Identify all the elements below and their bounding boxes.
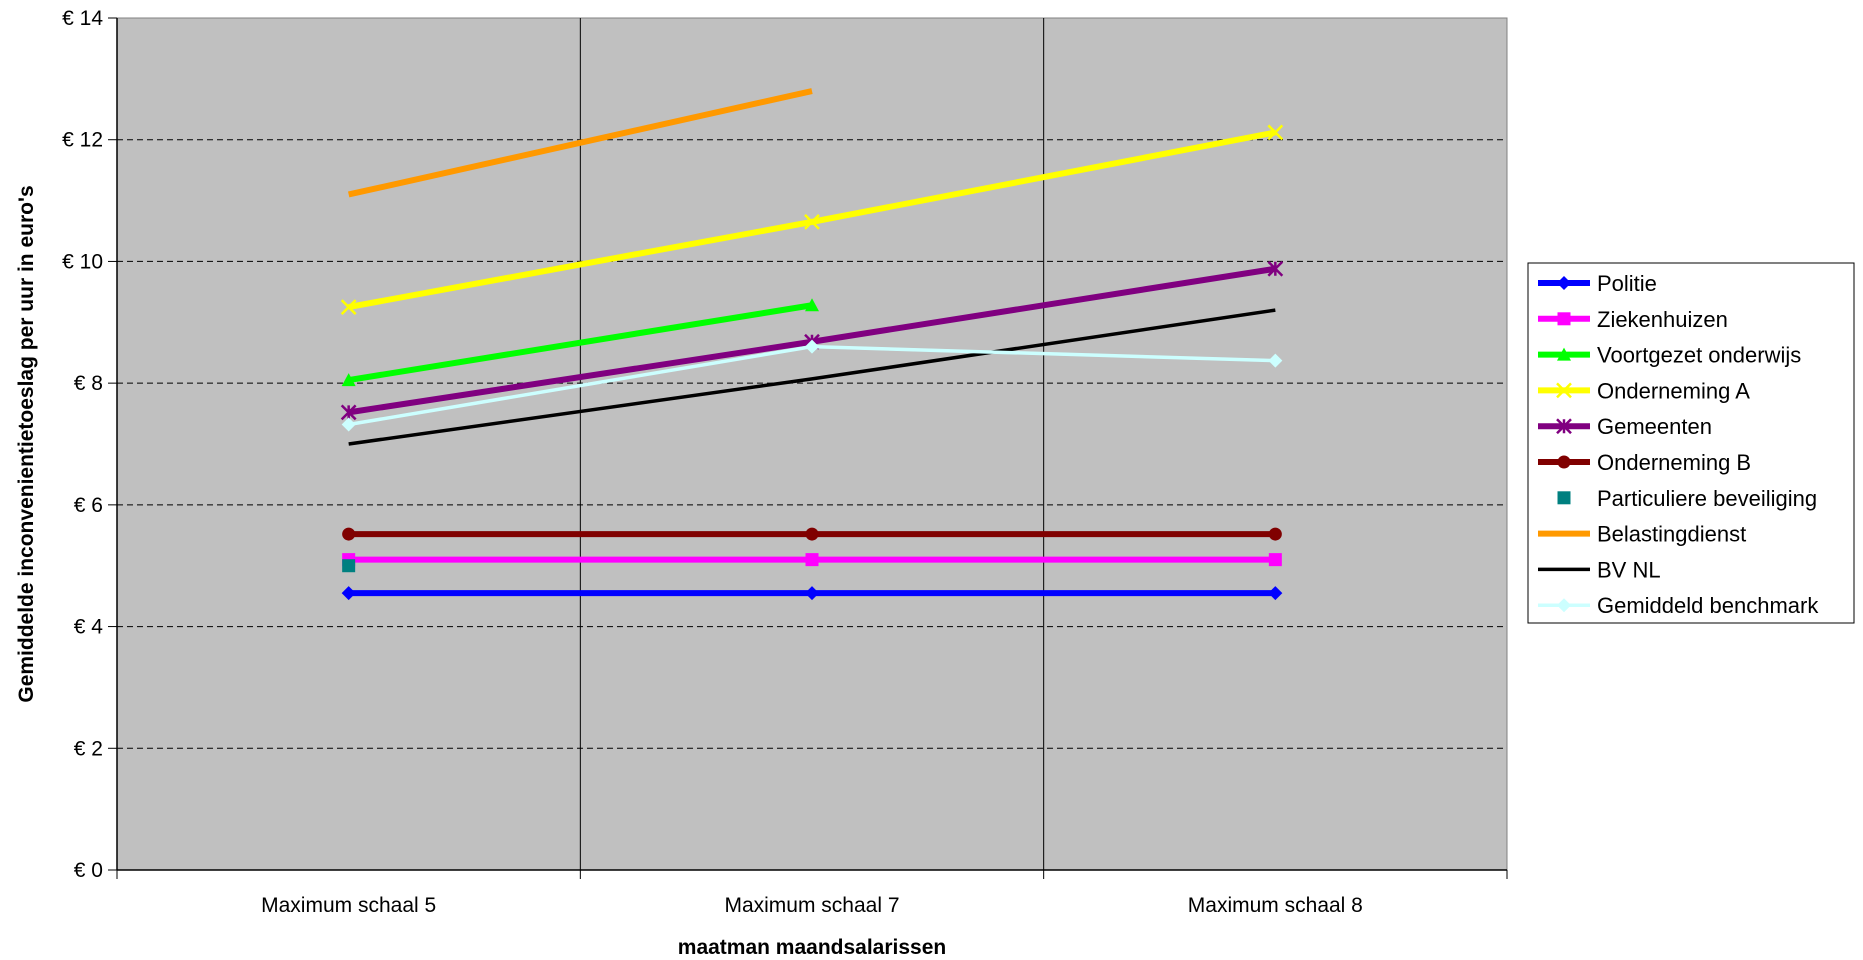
plot-area: [116, 17, 1508, 871]
y-tick-label: € 0: [74, 859, 103, 882]
data-point: [805, 553, 819, 567]
legend-swatch-marker: [1557, 276, 1571, 290]
legend-label: Onderneming A: [1597, 378, 1750, 403]
legend-label: Gemeenten: [1597, 414, 1712, 439]
legend-item: Gemiddeld benchmark: [1538, 593, 1819, 618]
x-axis-title: maatman maandsalarissen: [678, 936, 946, 959]
x-tick-label: Maximum schaal 8: [1188, 894, 1363, 917]
legend-item: Particuliere beveiliging: [1557, 486, 1817, 511]
series-line: [348, 308, 1276, 446]
legend-swatch-marker: [1556, 382, 1572, 399]
legend-item: Ziekenhuizen: [1538, 307, 1728, 332]
data-point: [1268, 527, 1282, 541]
data-point: [341, 417, 356, 432]
series-line: [348, 88, 813, 198]
data-point: [1267, 124, 1284, 141]
tick-labels: € 0 € 2 € 4 € 6 € 8 € 10 € 12 € 14 Maximum schaa…: [62, 7, 1363, 917]
legend-swatch-marker: [1557, 455, 1571, 469]
data-point: [341, 373, 356, 387]
series-2: [341, 298, 819, 387]
data-point: [805, 298, 819, 312]
data-point: [1268, 553, 1282, 567]
legend-label: BV NL: [1597, 557, 1661, 582]
y-tick-label: € 10: [62, 250, 103, 273]
legend-label: Politie: [1597, 271, 1657, 296]
y-tick-label: € 8: [74, 372, 103, 395]
legend-item: Onderneming A: [1538, 378, 1750, 403]
y-tick-label: € 12: [62, 129, 103, 152]
legend-item: Gemeenten: [1538, 414, 1712, 439]
series-3: [340, 124, 1284, 315]
legend-swatch-marker: [1557, 312, 1571, 326]
series-8: [348, 308, 1276, 446]
legend-label: Voortgezet onderwijs: [1597, 343, 1801, 368]
y-tick-label: € 4: [74, 616, 104, 639]
series-5: [342, 527, 1282, 541]
data-point: [804, 213, 820, 230]
data-point: [1268, 586, 1283, 601]
legend-item: BV NL: [1538, 557, 1661, 582]
axes: [108, 17, 1508, 879]
data-point: [340, 404, 357, 421]
legend-item: Belastingdienst: [1538, 522, 1746, 547]
data-point: [340, 299, 357, 315]
legend-swatch-marker: [1557, 598, 1571, 613]
legend-swatch-marker: [1557, 347, 1571, 361]
data-point: [341, 586, 356, 601]
data-point: [1268, 353, 1283, 368]
legend-label: Belastingdienst: [1597, 522, 1746, 547]
y-tick-label: € 14: [62, 7, 103, 30]
x-tick-label: Maximum schaal 5: [261, 894, 436, 917]
data-point: [1267, 260, 1284, 277]
data-point: [342, 527, 356, 541]
y-tick-label: € 2: [74, 737, 103, 760]
series-9: [341, 339, 1283, 432]
y-tick-label: € 6: [74, 494, 103, 517]
legend-label: Gemiddeld benchmark: [1597, 593, 1819, 618]
legend-label: Particuliere beveiliging: [1597, 486, 1817, 511]
y-axis-title: Gemiddelde inconvenientietoeslag per uur…: [15, 185, 38, 702]
legend-swatch-marker: [1556, 418, 1572, 435]
data-point: [805, 527, 819, 541]
series-6: [342, 559, 356, 573]
data-point: [342, 559, 356, 573]
series-lines: [340, 88, 1284, 601]
legend-swatch-marker: [1557, 491, 1571, 505]
legend: Politie Ziekenhuizen Voortgezet onderwijs O…: [1527, 262, 1855, 624]
legend-label: Onderneming B: [1597, 450, 1751, 475]
x-tick-label: Maximum schaal 7: [724, 894, 899, 917]
legend-label: Ziekenhuizen: [1597, 307, 1728, 332]
legend-box: [1527, 262, 1855, 624]
data-point: [805, 586, 819, 601]
series-7: [348, 88, 813, 198]
legend-item: Politie: [1538, 271, 1657, 296]
legend-item: Voortgezet onderwijs: [1538, 343, 1801, 368]
series-line: [348, 302, 813, 384]
series-0: [341, 586, 1283, 601]
legend-item: Onderneming B: [1538, 450, 1751, 475]
data-point: [805, 339, 819, 354]
